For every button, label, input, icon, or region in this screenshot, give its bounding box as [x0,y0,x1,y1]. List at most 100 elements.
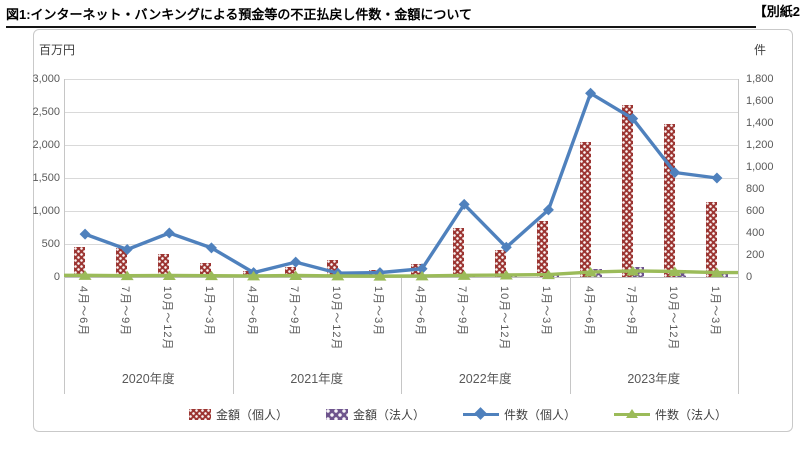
x-axis-quarter-label: 7月～9月 [624,286,637,337]
x-axis-year-label: 2023年度 [627,372,681,386]
diamond-marker [542,204,554,216]
legend-label: 件数（個人） [504,407,577,422]
x-axis-quarter-label: 4月～6月 [77,286,90,337]
bar-amount-corporate [127,276,139,277]
legend-label: 件数（法人） [655,407,728,422]
x-axis-quarter-label: 10月～12月 [161,286,174,351]
right-axis-tick: 1,000 [746,161,774,173]
gridline-3000 [64,79,738,80]
right-axis-tick: 1,200 [746,139,774,151]
bar-amount-corporate [548,275,560,277]
gridline-2000 [64,145,738,146]
bar-amount-individual [242,271,254,277]
legend-item: 金額（法人） [325,406,425,423]
left-axis-tick: 2,500 [32,106,60,118]
bar-amount-individual [663,123,675,277]
group-separator [401,277,402,394]
gridline-1500 [64,178,738,179]
bar-amount-individual [621,105,633,277]
bar-amount-individual [326,260,338,277]
right-axis-tick: 200 [746,249,765,261]
right-axis-tick: 1,400 [746,117,774,129]
bar-amount-individual [116,247,128,277]
right-axis-tick: 800 [746,183,765,195]
legend-item: 金額（個人） [188,406,288,423]
legend-diamond-line-icon [463,407,499,420]
bar-amount-individual [284,267,296,277]
left-axis-tick: 1,000 [32,205,60,217]
bar-amount-individual [411,264,423,277]
bar-amount-corporate [632,267,644,277]
bar-amount-individual [453,228,465,277]
x-axis-quarter-label: 1月～3月 [203,286,216,337]
group-separator [232,277,234,394]
left-axis-tick: 3,000 [32,73,60,85]
x-axis-year-label: 2022年度 [458,372,512,386]
bar-amount-corporate [590,269,602,277]
x-axis-quarter-label: 1月～3月 [371,286,384,337]
legend-dotted-swatch-icon [188,408,211,420]
bar-amount-corporate [295,274,307,277]
bar-amount-individual [158,253,170,277]
page-title: 図1:インターネット・バンキングによる預金等の不正払戻し件数・金額について [6,4,756,28]
diamond-marker [79,228,91,240]
bar-amount-individual [495,249,507,277]
left-axis-tick: 1,500 [32,172,60,184]
left-axis-tick: 2,000 [32,139,60,151]
bar-amount-corporate [253,276,265,277]
diamond-marker [458,198,470,210]
bar-amount-corporate [506,275,518,277]
diamond-marker [585,87,597,99]
left-axis-tick: 0 [53,271,60,283]
gridline-500 [64,244,738,245]
bar-amount-corporate [716,273,728,277]
bar-amount-corporate [85,276,97,277]
x-axis-quarter-label: 10月～12月 [498,286,511,351]
x-axis-quarter-label: 7月～9月 [119,286,132,337]
chart-legend: 金額（個人） 金額（法人） 件数（個人） 件数（法人） [124,404,792,424]
bar-amount-corporate [337,276,349,277]
group-separator [569,277,571,394]
left-axis-line [64,79,65,394]
x-axis-quarter-label: 7月～9月 [456,286,469,337]
bar-amount-individual [537,220,549,277]
diamond-marker [290,256,302,268]
legend-item: 件数（法人） [614,406,727,423]
gridline-1000 [64,211,738,212]
right-axis-tick: 400 [746,227,765,239]
right-axis-tick: 1,800 [746,73,774,85]
bar-amount-corporate [379,276,391,277]
x-axis-quarter-label: 10月～12月 [666,286,679,351]
gridline-2500 [64,112,738,113]
bar-amount-individual [705,202,717,277]
plot-right-line [738,79,739,394]
bar-amount-corporate [422,276,434,277]
x-axis-quarter-label: 4月～6月 [414,286,427,337]
right-axis-tick: 0 [746,271,753,283]
right-axis-tick: 1,600 [746,95,774,107]
bar-amount-corporate [464,276,476,277]
right-axis-tick: 600 [746,205,765,217]
legend-label: 金額（個人） [215,407,288,422]
x-axis-quarter-label: 10月～12月 [329,286,342,351]
right-axis-unit: 件 [754,43,767,57]
x-axis-year-label: 2021年度 [290,372,344,386]
bar-amount-individual [579,142,591,277]
x-axis-quarter-label: 4月～6月 [582,286,595,337]
diamond-marker [163,227,175,239]
legend-item: 件数（個人） [463,406,576,423]
x-axis-year-label: 2020年度 [121,372,175,386]
bar-amount-individual [74,246,86,277]
bar-amount-corporate [211,276,223,277]
bar-amount-corporate [674,270,686,277]
legend-label: 金額（法人） [352,407,425,422]
left-axis-tick: 500 [41,238,60,250]
legend-triangle-line-icon [614,408,651,420]
bar-amount-corporate [169,276,181,277]
x-axis-quarter-label: 1月～3月 [540,286,553,337]
bar-amount-individual [368,270,380,277]
x-axis-quarter-label: 7月～9月 [287,286,300,337]
x-axis-quarter-label: 1月～3月 [708,286,721,337]
corner-note: 【別紙2 [753,4,800,19]
